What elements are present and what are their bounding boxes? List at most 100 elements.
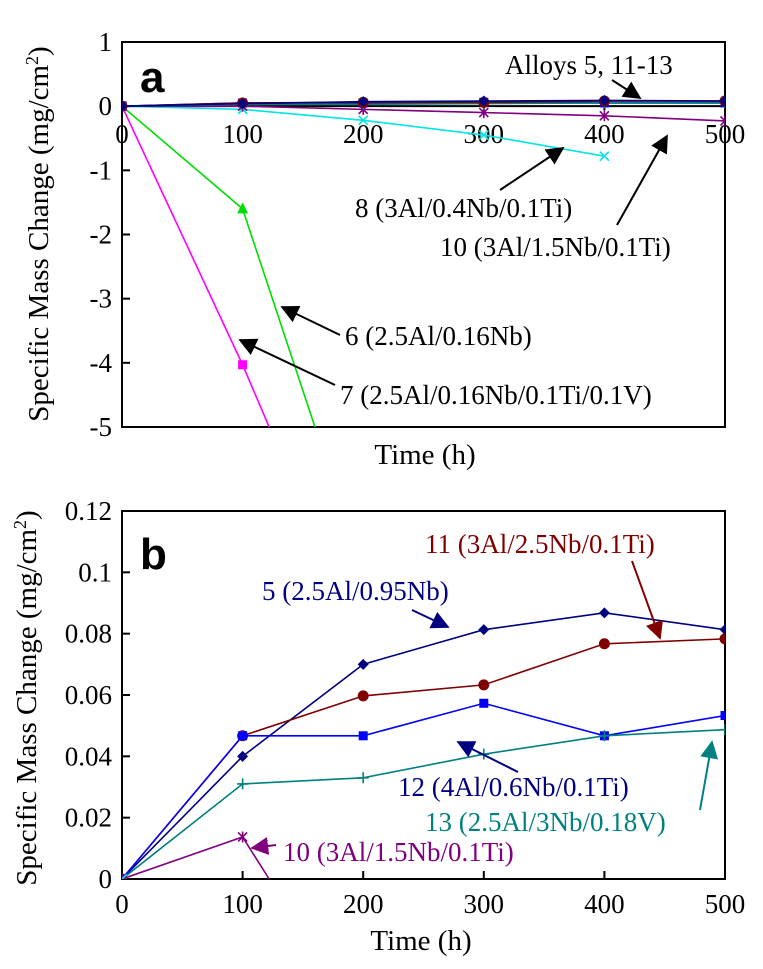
y-tick-label-a-4: -3 — [90, 284, 113, 314]
annotation-b-12: 12 (4Al/0.6Nb/0.1Ti) — [398, 772, 629, 802]
series-point-a-7-1 — [237, 98, 249, 110]
series-a-1 — [122, 101, 270, 427]
x-tick-label-a-1: 100 — [222, 119, 263, 149]
annotation-6: 6 (2.5Al/0.16Nb) — [345, 321, 532, 351]
series-point-a-7-3 — [478, 95, 490, 107]
series-point-b-2-3 — [479, 698, 489, 708]
series-point-b-3-2 — [357, 772, 369, 784]
series-point-a-1-1 — [238, 360, 248, 370]
series-point-b-5-0 — [122, 873, 128, 879]
y-axis-title-b: Specific Mass Change (mg/cm2) — [10, 510, 43, 885]
annotations-a: Alloys 5, 11-13 8 (3Al/0.4Nb/0.1Ti) 10 (… — [238, 50, 673, 410]
series-line-b-4 — [122, 836, 270, 879]
x-tick-label-b-5: 500 — [705, 889, 746, 919]
series-point-b-3-5 — [719, 724, 725, 736]
series-point-a-7-4 — [598, 94, 610, 106]
annotation-10: 10 (3Al/1.5Nb/0.1Ti) — [440, 232, 671, 262]
y-tick-label-a-0: 1 — [99, 27, 113, 57]
series-point-b-3-4 — [598, 730, 610, 742]
series-point-a-2-3 — [478, 129, 489, 141]
y-tick-label-b-0: 0.12 — [65, 496, 112, 526]
x-tick-label-b-2: 200 — [343, 889, 384, 919]
series-point-b-0-3 — [478, 624, 490, 636]
series-point-b-0-1 — [237, 750, 249, 762]
series-point-b-2-1 — [238, 731, 248, 741]
y-tick-label-a-2: -1 — [90, 155, 113, 185]
series-point-a-7-2 — [357, 96, 369, 108]
x-tick-label-b-0: 0 — [115, 889, 129, 919]
y-tick-label-b-1: 0.1 — [78, 557, 112, 587]
annotation-8-arrow — [499, 147, 565, 191]
series-point-a-7-0 — [122, 100, 128, 112]
y-tick-label-a-6: -5 — [90, 412, 113, 442]
y-tick-label-b-4: 0.04 — [65, 741, 113, 771]
series-a-7 — [122, 94, 725, 112]
series-point-b-1-5 — [719, 633, 725, 645]
annotation-b-11-arrow — [631, 560, 663, 640]
panel-label-a: a — [140, 53, 165, 102]
chart-b: 0.12 0.1 0.08 0.06 0.04 0.02 0 0 100 200 300 400 50… — [10, 496, 745, 957]
annotation-b-13-arrow — [699, 740, 719, 811]
annotation-b-5-arrow — [411, 609, 450, 629]
annotation-7: 7 (2.5Al/0.16Nb/0.1Ti/0.1V) — [340, 380, 652, 410]
series-point-a-0-1 — [237, 202, 249, 214]
y-tick-label-b-6: 0 — [99, 864, 113, 894]
y-axis-title-a: Specific Mass Change (mg/cm2) — [22, 46, 55, 421]
series-b-0 — [122, 607, 725, 879]
series-point-b-0-4 — [598, 607, 610, 619]
annotation-b-10: 10 (3Al/1.5Nb/0.1Ti) — [283, 837, 514, 867]
y-tick-label-b-5: 0.02 — [65, 803, 112, 833]
series-point-a-2-2 — [358, 115, 369, 126]
series-line-b-0 — [122, 612, 725, 879]
annotation-b-12-arrow — [456, 741, 519, 773]
annotation-b-11: 11 (3Al/2.5Nb/0.1Ti) — [425, 529, 655, 559]
y-tick-label-a-5: -4 — [90, 348, 113, 378]
x-axis-title-a: Time (h) — [374, 439, 475, 471]
x-tick-label-a-4: 400 — [584, 119, 625, 149]
panel-label-b: b — [140, 530, 167, 579]
series-group-b — [122, 607, 725, 879]
annotation-7-arrow — [238, 338, 336, 386]
annotation-alloys: Alloys 5, 11-13 — [505, 50, 673, 80]
y-tick-label-b-3: 0.06 — [65, 680, 112, 710]
series-line-b-2 — [122, 702, 725, 879]
series-line-b-3 — [122, 728, 725, 879]
annotation-b-5: 5 (2.5Al/0.95Nb) — [262, 576, 449, 606]
y-axis-a: 1 0-1 -2 -3 -4 -5 — [90, 27, 130, 442]
series-b-5 — [122, 873, 128, 879]
x-axis-a: 0 100 200 300 400 500 — [115, 102, 745, 149]
annotations-b: 11 (3Al/2.5Nb/0.1Ti) 5 (2.5Al/0.95Nb) 12… — [250, 529, 719, 867]
annotation-alloys-arrow — [611, 79, 642, 99]
series-group-a — [122, 94, 725, 427]
series-line-a-1 — [122, 105, 270, 427]
y-axis-b: 0.12 0.1 0.08 0.06 0.04 0.02 0 — [65, 496, 130, 894]
y-tick-label-b-2: 0.08 — [65, 619, 112, 649]
annotation-b-13: 13 (2.5Al/3Nb/0.18V) — [425, 807, 666, 837]
annotation-6-arrow — [280, 305, 341, 336]
series-line-a-7 — [122, 99, 725, 107]
series-point-b-2-2 — [358, 731, 368, 741]
x-tick-label-a-0: 0 — [115, 119, 129, 149]
x-tick-label-b-3: 300 — [464, 889, 505, 919]
y-tick-label-a-3: -2 — [90, 220, 113, 250]
annotation-10-arrow — [616, 134, 668, 226]
series-point-b-4-1 — [237, 831, 248, 843]
chart-a: 10-1-2-3-4-5 0 100 200 300 400 500 a Time (h)… — [22, 27, 745, 471]
annotation-8: 8 (3Al/0.4Nb/0.1Ti) — [355, 193, 572, 223]
series-a-0 — [122, 99, 316, 427]
series-point-a-2-4 — [599, 151, 610, 162]
series-point-b-1-2 — [357, 690, 369, 702]
series-point-b-1-4 — [598, 638, 610, 650]
x-axis-title-b: Time (h) — [370, 925, 471, 957]
x-tick-label-a-2: 200 — [343, 119, 384, 149]
series-point-b-0-2 — [357, 658, 369, 670]
series-point-b-1-3 — [478, 679, 490, 691]
series-line-a-0 — [122, 105, 316, 427]
series-point-a-3-5 — [719, 115, 725, 127]
series-point-a-7-5 — [719, 95, 725, 107]
x-tick-label-b-4: 400 — [584, 889, 625, 919]
annotation-b-10-arrow — [250, 837, 277, 855]
series-line-a-3 — [122, 105, 725, 122]
series-point-b-3-1 — [237, 778, 249, 790]
